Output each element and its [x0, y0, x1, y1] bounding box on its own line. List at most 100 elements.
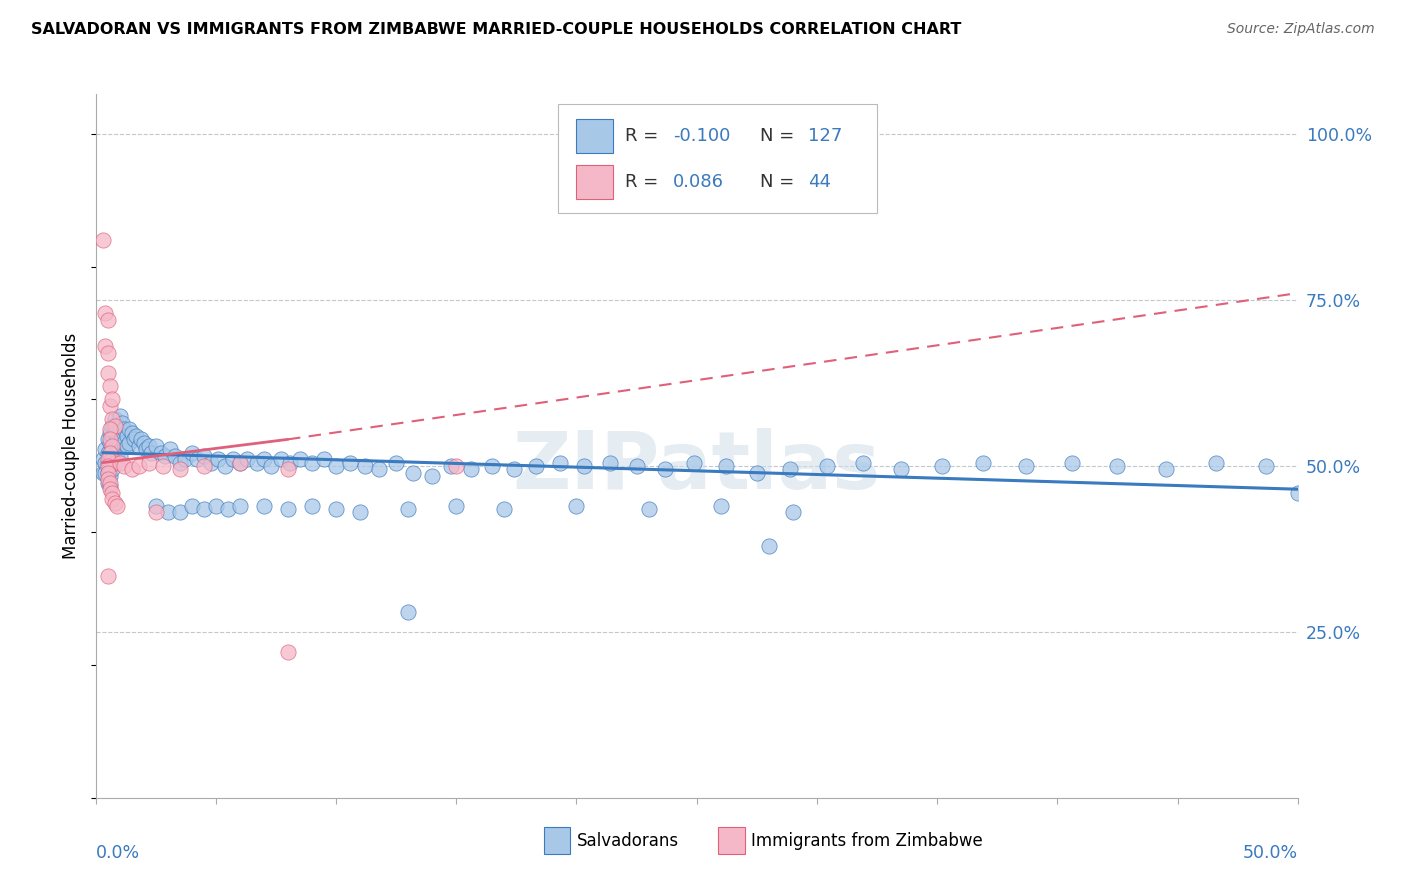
Point	[396, 502, 419, 516]
Point	[145, 506, 167, 520]
Point	[1060, 456, 1083, 470]
Point	[98, 475, 121, 490]
Point	[101, 412, 124, 426]
Point	[173, 452, 195, 467]
Point	[97, 456, 120, 470]
Point	[121, 462, 143, 476]
Point	[145, 439, 167, 453]
Point	[444, 499, 467, 513]
Point	[779, 462, 801, 476]
Point	[339, 456, 361, 470]
Text: 50.0%: 50.0%	[1243, 844, 1298, 863]
Point	[98, 399, 121, 413]
Point	[236, 452, 259, 467]
Point	[135, 442, 157, 457]
Point	[207, 452, 229, 467]
Point	[599, 456, 621, 470]
Point	[186, 452, 208, 467]
Point	[460, 462, 482, 476]
Point	[277, 462, 299, 476]
Point	[782, 506, 804, 520]
Text: 0.0%: 0.0%	[96, 844, 139, 863]
Text: N =: N =	[761, 173, 794, 191]
Point	[118, 435, 141, 450]
Point	[180, 499, 202, 513]
Point	[97, 472, 120, 486]
Point	[890, 462, 912, 476]
Point	[97, 458, 120, 473]
Bar	[544, 827, 571, 854]
Point	[98, 422, 121, 436]
Point	[101, 392, 124, 407]
Point	[270, 452, 292, 467]
Point	[98, 425, 121, 440]
Point	[104, 412, 127, 426]
Point	[94, 339, 117, 353]
Point	[101, 419, 124, 434]
Text: 0.086: 0.086	[672, 173, 724, 191]
Point	[301, 499, 323, 513]
Point	[637, 502, 659, 516]
Point	[683, 456, 706, 470]
Point	[1107, 458, 1129, 473]
Point	[108, 435, 131, 450]
Point	[758, 539, 780, 553]
Point	[97, 346, 120, 360]
Bar	[576, 165, 613, 199]
Point	[101, 452, 124, 467]
Point	[104, 449, 127, 463]
Point	[349, 506, 371, 520]
Point	[125, 429, 148, 443]
Point	[98, 469, 121, 483]
Point	[97, 366, 120, 380]
Point	[714, 458, 737, 473]
Point	[368, 462, 391, 476]
Point	[115, 429, 138, 443]
Point	[440, 458, 463, 473]
Point	[169, 456, 191, 470]
Point	[97, 568, 120, 582]
Point	[246, 456, 269, 470]
Point	[101, 442, 124, 457]
Point	[101, 492, 124, 507]
Point	[105, 445, 128, 459]
Point	[1286, 485, 1309, 500]
Point	[114, 422, 136, 436]
Point	[98, 449, 121, 463]
Point	[118, 422, 141, 436]
Point	[104, 456, 127, 470]
Point	[169, 506, 191, 520]
Point	[200, 456, 222, 470]
Point	[101, 452, 124, 467]
Point	[260, 458, 283, 473]
Point	[94, 466, 117, 480]
Point	[396, 605, 419, 619]
Point	[1015, 458, 1038, 473]
Point	[155, 449, 177, 463]
Point	[105, 499, 128, 513]
Point	[354, 458, 377, 473]
FancyBboxPatch shape	[558, 104, 877, 213]
Point	[325, 502, 347, 516]
Point	[229, 499, 252, 513]
Bar	[718, 827, 745, 854]
Y-axis label: Married-couple Households: Married-couple Households	[62, 333, 80, 559]
Point	[524, 458, 547, 473]
Point	[128, 439, 150, 453]
Point	[385, 456, 408, 470]
Point	[229, 456, 252, 470]
Point	[104, 425, 127, 440]
Point	[626, 458, 648, 473]
Point	[94, 442, 117, 457]
Point	[91, 233, 114, 247]
Point	[745, 466, 768, 480]
Point	[104, 495, 127, 509]
Point	[104, 435, 127, 450]
Point	[98, 379, 121, 393]
Point	[132, 435, 155, 450]
Point	[149, 445, 172, 459]
Text: Immigrants from Zimbabwe: Immigrants from Zimbabwe	[751, 831, 983, 849]
Point	[97, 466, 120, 480]
Point	[301, 456, 323, 470]
Point	[128, 458, 150, 473]
